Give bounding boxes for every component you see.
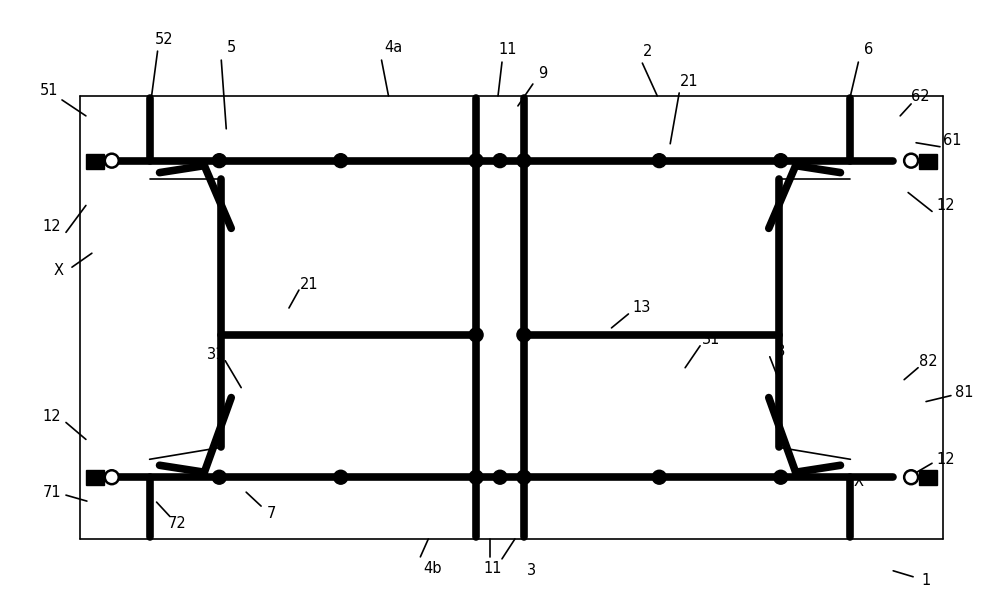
- Text: 9: 9: [538, 65, 547, 81]
- Text: 12: 12: [937, 452, 955, 467]
- Circle shape: [469, 470, 483, 484]
- Text: 8: 8: [776, 344, 785, 359]
- Circle shape: [469, 154, 483, 167]
- Circle shape: [774, 470, 788, 484]
- Circle shape: [517, 328, 531, 342]
- Text: 72: 72: [168, 516, 187, 530]
- Circle shape: [212, 154, 226, 167]
- Text: 11: 11: [484, 562, 502, 576]
- Circle shape: [493, 154, 507, 167]
- Text: 1: 1: [921, 573, 931, 588]
- Circle shape: [774, 154, 788, 167]
- Circle shape: [334, 154, 348, 167]
- Text: 13: 13: [632, 301, 651, 315]
- Text: 5: 5: [227, 40, 236, 54]
- Text: 11: 11: [499, 42, 517, 57]
- Circle shape: [469, 328, 483, 342]
- Circle shape: [652, 154, 666, 167]
- Text: 12: 12: [43, 409, 61, 424]
- Text: 62: 62: [911, 89, 929, 104]
- Bar: [919, 154, 937, 169]
- Text: 4b: 4b: [423, 562, 442, 576]
- Text: 2: 2: [643, 43, 652, 59]
- Text: 21: 21: [680, 73, 698, 89]
- Text: 6: 6: [864, 42, 873, 57]
- Circle shape: [517, 470, 531, 484]
- Bar: [86, 470, 104, 485]
- Text: 7: 7: [266, 505, 276, 521]
- Text: X: X: [853, 474, 863, 489]
- Circle shape: [652, 470, 666, 484]
- Bar: [919, 470, 937, 485]
- Circle shape: [105, 470, 119, 484]
- Text: 71: 71: [43, 485, 61, 500]
- Text: 82: 82: [919, 354, 937, 369]
- Text: 52: 52: [155, 32, 174, 46]
- Text: 4a: 4a: [384, 40, 403, 54]
- Circle shape: [105, 154, 119, 167]
- Text: 3: 3: [527, 563, 536, 578]
- Circle shape: [904, 470, 918, 484]
- Text: 51: 51: [40, 84, 58, 98]
- Text: 31: 31: [207, 347, 225, 362]
- Circle shape: [904, 154, 918, 167]
- Text: X: X: [54, 263, 64, 277]
- Text: 81: 81: [955, 385, 973, 400]
- Text: 31: 31: [702, 332, 720, 347]
- Circle shape: [212, 470, 226, 484]
- Text: 21: 21: [300, 277, 318, 291]
- Text: 12: 12: [43, 219, 61, 234]
- Circle shape: [517, 154, 531, 167]
- Circle shape: [334, 470, 348, 484]
- Bar: [86, 154, 104, 169]
- Text: 12: 12: [937, 198, 955, 213]
- Text: 61: 61: [943, 133, 961, 148]
- Circle shape: [493, 470, 507, 484]
